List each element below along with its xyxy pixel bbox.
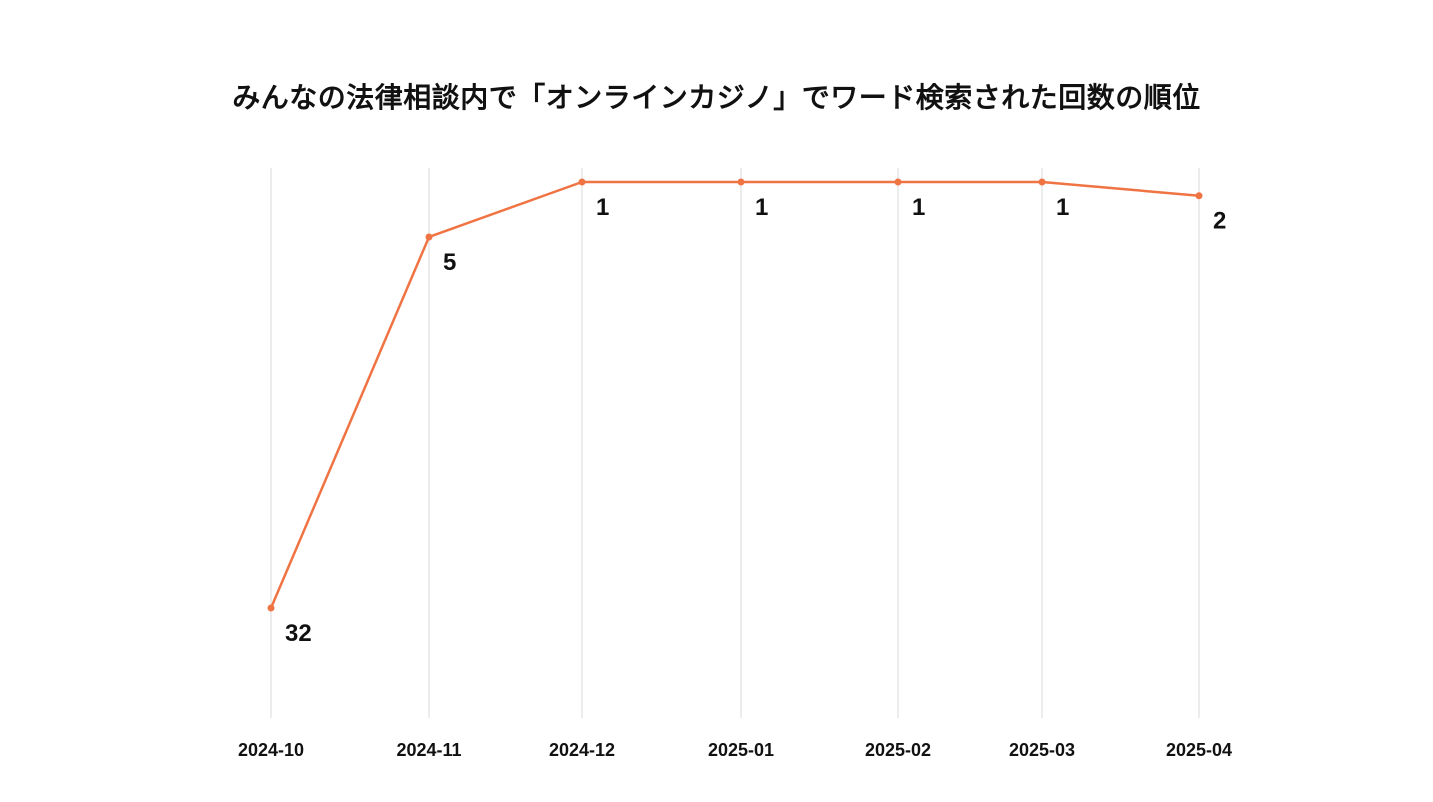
x-tick-label: 2024-12 <box>549 740 615 760</box>
chart-title: みんなの法律相談内で「オンラインカジノ」でワード検索された回数の順位 <box>232 81 1201 114</box>
data-label: 1 <box>755 194 768 221</box>
x-tick-label: 2025-04 <box>1166 740 1232 760</box>
x-tick-label: 2024-10 <box>238 740 304 760</box>
data-point <box>894 178 902 186</box>
x-tick-labels: 2024-10 2024-11 2024-12 2025-01 2025-02 2025-… <box>238 740 1232 760</box>
data-point <box>578 178 586 186</box>
series-line-group <box>269 180 1200 609</box>
x-tick-label: 2025-01 <box>708 740 774 760</box>
series-line <box>269 180 1200 609</box>
data-label: 5 <box>443 249 456 276</box>
data-points <box>267 178 1203 612</box>
data-label: 1 <box>596 194 609 221</box>
data-label: 32 <box>285 620 312 647</box>
x-tick-label: 2025-03 <box>1009 740 1075 760</box>
data-point <box>1038 178 1046 186</box>
grid-lines <box>270 168 1200 718</box>
x-tick-label: 2024-11 <box>396 740 461 760</box>
data-label: 1 <box>912 194 925 221</box>
data-label: 2 <box>1213 208 1226 235</box>
data-point <box>1195 192 1203 200</box>
x-tick-label: 2025-02 <box>865 740 931 760</box>
data-point <box>425 233 433 241</box>
data-point <box>267 604 275 612</box>
data-point <box>737 178 745 186</box>
data-labels: 32 5 1 1 1 1 2 <box>285 194 1226 647</box>
data-label: 1 <box>1056 194 1069 221</box>
